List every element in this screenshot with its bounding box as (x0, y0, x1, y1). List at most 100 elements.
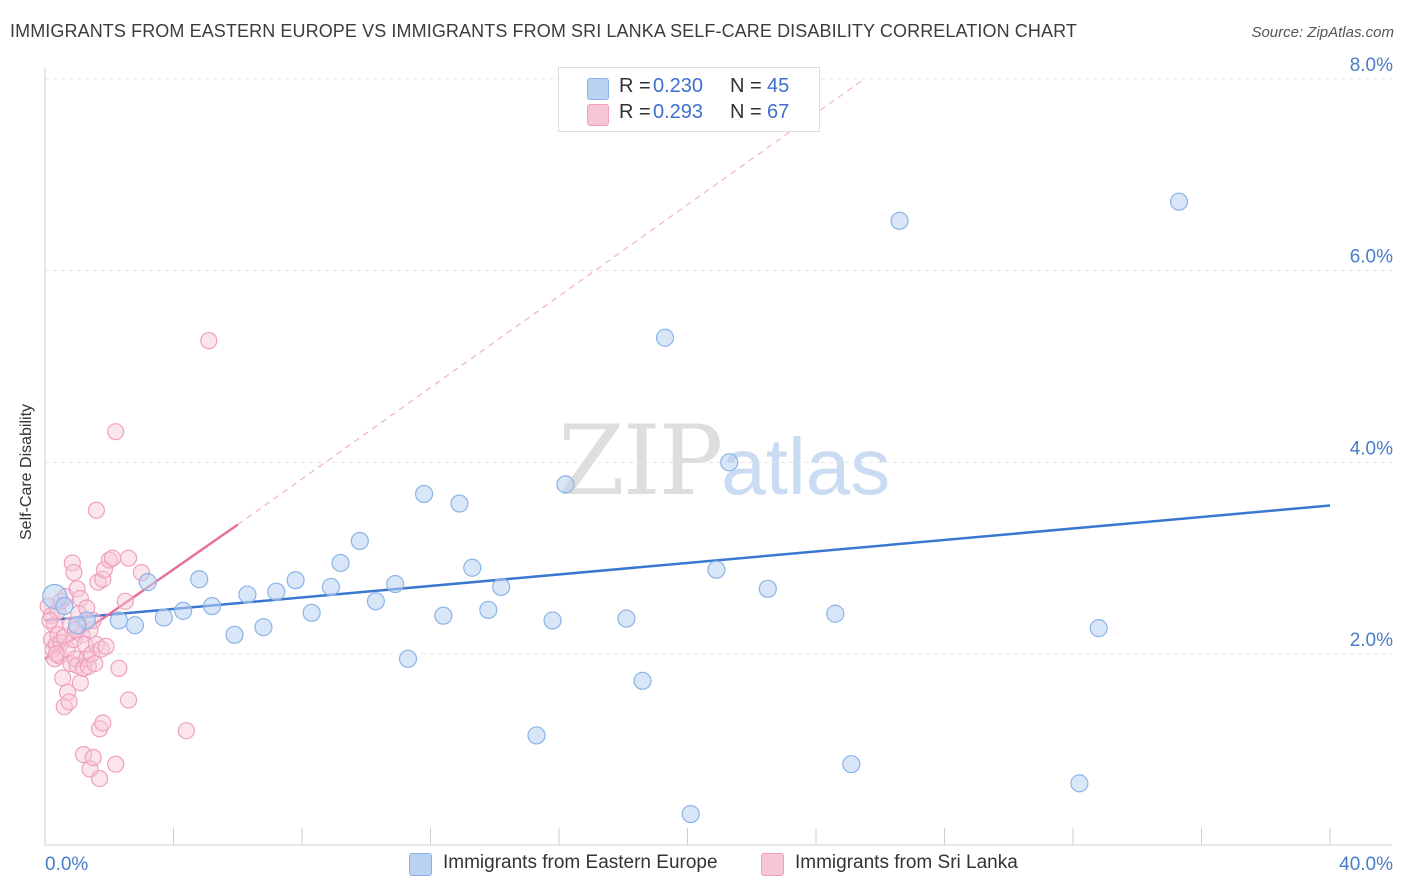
data-point-sri-lanka (60, 693, 78, 711)
bottom-legend-swatch-blue (409, 853, 432, 876)
data-point-eastern-europe (398, 649, 418, 668)
data-point-sri-lanka (47, 645, 65, 663)
data-point-sri-lanka (177, 722, 195, 740)
data-point-sri-lanka (84, 748, 102, 767)
data-point-eastern-europe (321, 577, 341, 597)
data-point-eastern-europe (68, 616, 87, 635)
legend-n-value: 45 (767, 75, 790, 97)
data-point-eastern-europe (450, 494, 469, 513)
data-point-sri-lanka (107, 755, 125, 773)
trend-line-sri-lanka (44, 523, 239, 660)
data-point-eastern-europe (138, 573, 157, 592)
data-point-eastern-europe (826, 604, 845, 623)
data-point-eastern-europe (1070, 774, 1089, 793)
data-point-sri-lanka (71, 674, 89, 692)
data-point-sri-lanka (74, 746, 93, 764)
data-point-eastern-europe (225, 625, 244, 644)
bottom-legend-label: Immigrants from Sri Lanka (795, 852, 1018, 873)
data-point-sri-lanka (119, 691, 138, 709)
data-point-eastern-europe (707, 560, 726, 579)
data-point-eastern-europe (479, 600, 498, 620)
data-point-sri-lanka (87, 501, 106, 519)
data-point-eastern-europe (758, 579, 777, 598)
data-point-eastern-europe (720, 453, 739, 472)
data-point-eastern-europe (174, 601, 193, 620)
legend-r-label: R = (619, 101, 651, 123)
data-point-eastern-europe (527, 726, 546, 745)
data-point-eastern-europe (125, 616, 145, 635)
y-tick-label: 2.0% (1350, 630, 1393, 651)
data-points (39, 192, 1189, 824)
data-point-sri-lanka (107, 423, 125, 441)
data-point-eastern-europe (1169, 192, 1189, 211)
data-point-eastern-europe (543, 611, 562, 630)
legend-swatch-pink (587, 104, 609, 126)
legend-n-label: N = (730, 101, 762, 123)
data-point-sri-lanka (71, 589, 89, 608)
legend-n-value: 67 (767, 101, 790, 123)
data-point-sri-lanka (119, 549, 138, 567)
x-tick-label: 0.0% (45, 854, 88, 875)
y-tick-label: 8.0% (1350, 55, 1393, 76)
watermark-atlas: atlas (721, 422, 891, 511)
data-point-eastern-europe (190, 570, 209, 589)
axes (44, 68, 1392, 846)
data-point-eastern-europe (681, 804, 700, 824)
legend-r-label: R = (619, 75, 651, 97)
legend-r-value: 0.230 (653, 75, 704, 97)
data-point-sri-lanka (82, 645, 101, 663)
data-point-eastern-europe (302, 603, 321, 622)
trend-line-eastern-europe (44, 504, 1331, 622)
data-point-eastern-europe (331, 553, 350, 573)
correlation-legend: R = 0.230 N = 45 R = 0.293 N = 67 (558, 67, 820, 132)
trend-lines (44, 78, 1331, 660)
watermark: ZIPatlas (558, 405, 890, 517)
data-point-eastern-europe (890, 211, 909, 230)
legend-swatch-blue (587, 78, 609, 100)
legend-n-label: N = (730, 75, 762, 97)
chart-title: IMMIGRANTS FROM EASTERN EUROPE VS IMMIGR… (10, 21, 1077, 41)
data-point-eastern-europe (414, 484, 434, 504)
data-point-eastern-europe (366, 592, 385, 611)
source-credit: Source: ZipAtlas.com (1251, 24, 1394, 41)
data-point-eastern-europe (350, 531, 369, 551)
data-point-eastern-europe (386, 574, 405, 594)
data-point-eastern-europe (655, 328, 675, 347)
data-point-eastern-europe (1089, 619, 1108, 638)
data-point-sri-lanka (68, 580, 86, 598)
data-point-eastern-europe (556, 475, 575, 494)
data-point-eastern-europe (254, 618, 273, 637)
watermark-zip: ZIP (558, 405, 723, 517)
x-tick-label: 40.0% (1339, 854, 1393, 875)
data-point-sri-lanka (62, 654, 80, 673)
y-tick-label: 6.0% (1350, 247, 1393, 268)
data-point-sri-lanka (116, 592, 134, 610)
data-point-eastern-europe (617, 609, 636, 628)
bottom-legend-swatch-pink (761, 853, 784, 876)
data-point-eastern-europe (109, 611, 128, 630)
trend-line-sri-lanka-extended (237, 78, 865, 526)
tick-labels: 2.0% 4.0% 6.0% 8.0% 0.0% 40.0% (45, 55, 1393, 875)
data-point-sri-lanka (41, 611, 59, 630)
data-point-sri-lanka (55, 698, 73, 716)
data-point-eastern-europe (286, 571, 305, 590)
data-point-eastern-europe (202, 596, 222, 616)
data-point-sri-lanka (54, 669, 72, 687)
data-point-eastern-europe (492, 577, 511, 597)
data-point-sri-lanka (103, 549, 122, 567)
legend-r-value: 0.293 (653, 101, 704, 123)
data-point-eastern-europe (842, 755, 861, 774)
data-point-sri-lanka (94, 714, 112, 732)
data-point-eastern-europe (633, 671, 652, 690)
data-point-sri-lanka (200, 332, 218, 350)
data-point-eastern-europe (434, 606, 453, 625)
data-point-sri-lanka (91, 769, 109, 788)
bottom-legend-label: Immigrants from Eastern Europe (443, 852, 718, 873)
data-point-sri-lanka (97, 637, 115, 655)
data-point-eastern-europe (238, 585, 257, 604)
data-point-eastern-europe (154, 608, 173, 627)
y-tick-label: 4.0% (1350, 438, 1393, 459)
data-point-sri-lanka (65, 563, 83, 582)
data-point-sri-lanka (110, 659, 128, 677)
